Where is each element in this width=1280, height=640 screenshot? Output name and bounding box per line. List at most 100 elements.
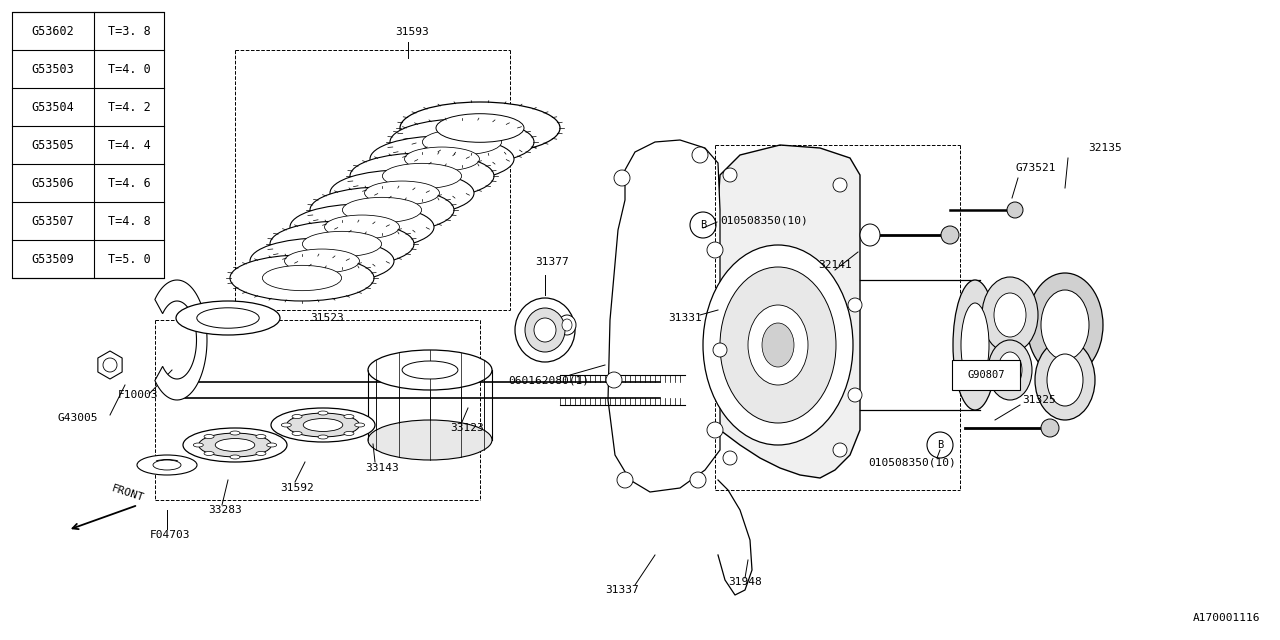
Text: G73521: G73521 [1015,163,1056,173]
Ellipse shape [317,411,328,415]
Ellipse shape [605,372,622,388]
Text: 33143: 33143 [365,463,399,473]
Ellipse shape [355,423,365,427]
Ellipse shape [713,343,727,357]
Polygon shape [97,351,122,379]
Ellipse shape [204,451,214,456]
Text: G53505: G53505 [32,138,74,152]
Bar [12,12,164,278]
Text: B: B [700,220,707,230]
Ellipse shape [1041,290,1089,360]
Ellipse shape [204,435,214,438]
Text: G53509: G53509 [32,253,74,266]
Polygon shape [608,140,719,492]
Text: 31948: 31948 [728,577,762,587]
Ellipse shape [402,361,458,379]
Text: G53507: G53507 [32,214,74,227]
Ellipse shape [1027,273,1103,377]
Ellipse shape [256,435,266,438]
Text: 32141: 32141 [818,260,851,270]
Ellipse shape [292,431,302,435]
Ellipse shape [860,224,881,246]
Text: F10003: F10003 [118,390,159,400]
Ellipse shape [365,181,439,205]
Ellipse shape [1047,354,1083,406]
Ellipse shape [849,298,861,312]
Ellipse shape [287,413,360,437]
Ellipse shape [1007,202,1023,218]
Ellipse shape [562,319,572,331]
Text: 33123: 33123 [451,423,484,433]
Ellipse shape [534,318,556,342]
Ellipse shape [723,451,737,465]
Bar [952,360,1020,390]
Text: T=4. 2: T=4. 2 [108,100,150,113]
Ellipse shape [404,147,480,171]
Ellipse shape [614,170,630,186]
Ellipse shape [262,266,342,291]
Ellipse shape [284,249,360,273]
Ellipse shape [762,323,794,367]
Ellipse shape [954,280,997,410]
Ellipse shape [995,293,1027,337]
Text: 060162080(1): 060162080(1) [508,375,589,385]
Ellipse shape [230,455,241,459]
Ellipse shape [310,187,454,233]
Ellipse shape [703,245,852,445]
Ellipse shape [344,431,355,435]
Ellipse shape [849,388,861,402]
Ellipse shape [102,358,116,372]
Text: 31331: 31331 [668,313,701,323]
Ellipse shape [558,315,576,335]
Ellipse shape [325,215,399,239]
Text: G53503: G53503 [32,63,74,76]
Ellipse shape [690,472,707,488]
Text: 31377: 31377 [535,257,568,267]
Text: 33283: 33283 [207,505,242,515]
Ellipse shape [291,204,434,250]
Ellipse shape [617,472,634,488]
Ellipse shape [215,438,255,451]
Ellipse shape [1036,340,1094,420]
Text: T=4. 4: T=4. 4 [108,138,150,152]
Text: G53506: G53506 [32,177,74,189]
Ellipse shape [230,431,241,435]
Ellipse shape [988,340,1032,400]
Ellipse shape [982,277,1038,353]
Ellipse shape [383,163,462,189]
Ellipse shape [998,352,1021,388]
Ellipse shape [399,102,561,154]
Text: T=4. 0: T=4. 0 [108,63,150,76]
Ellipse shape [137,455,197,475]
Ellipse shape [369,420,492,460]
Ellipse shape [230,255,374,301]
Ellipse shape [183,428,287,462]
Text: 31523: 31523 [310,313,344,323]
Text: 010508350(10): 010508350(10) [868,457,956,467]
Ellipse shape [198,433,271,457]
Text: T=5. 0: T=5. 0 [108,253,150,266]
Text: 32135: 32135 [1088,143,1121,153]
Ellipse shape [515,298,575,362]
Ellipse shape [330,170,474,216]
Ellipse shape [422,129,502,155]
Ellipse shape [692,147,708,163]
Ellipse shape [719,267,836,423]
Text: T=4. 6: T=4. 6 [108,177,150,189]
Ellipse shape [525,308,564,352]
Ellipse shape [390,119,534,165]
Ellipse shape [707,242,723,258]
Text: 31593: 31593 [396,27,429,37]
Ellipse shape [369,350,492,390]
Polygon shape [716,145,860,478]
Ellipse shape [833,178,847,192]
Ellipse shape [271,408,375,442]
Ellipse shape [343,197,421,223]
Ellipse shape [250,238,394,284]
Ellipse shape [370,136,515,182]
Polygon shape [155,280,207,400]
Text: T=4. 8: T=4. 8 [108,214,150,227]
Text: T=3. 8: T=3. 8 [108,24,150,38]
Ellipse shape [961,303,989,387]
Ellipse shape [344,415,355,419]
